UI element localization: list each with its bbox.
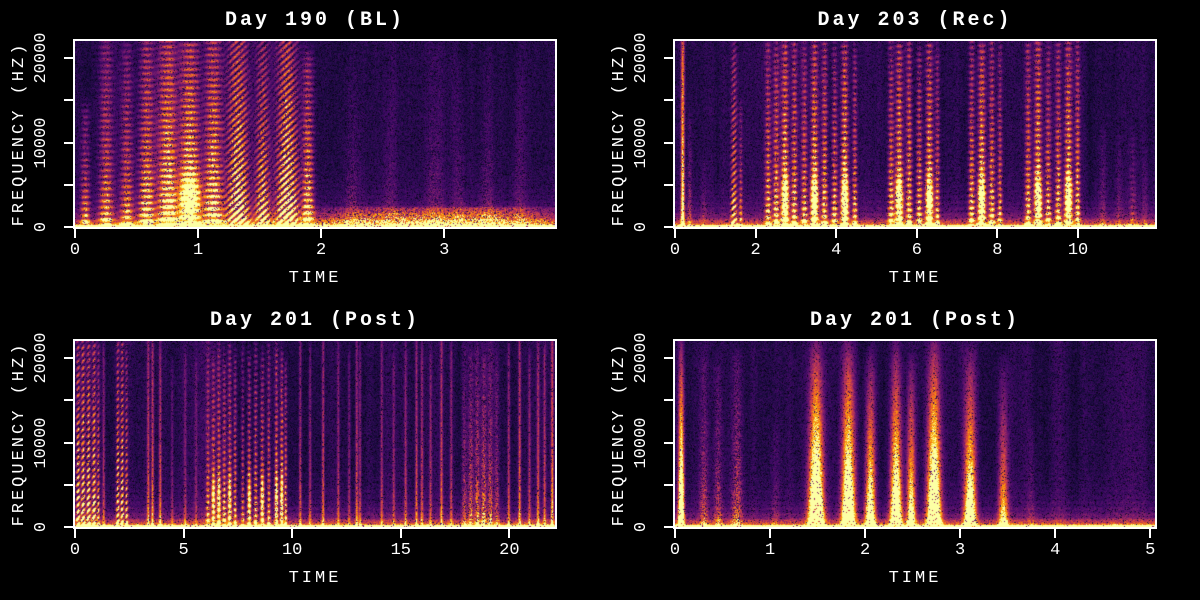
x-tick-label: 5: [1145, 541, 1156, 560]
y-tick-label: 20000: [32, 32, 51, 84]
y-tick-mark: [664, 399, 673, 402]
spectrogram-panel-day190-bl: Day 190 (BL) FREQUENCY (HZ) TIME 0 10000 2…: [0, 0, 600, 300]
panel-title: Day 190 (BL): [224, 9, 406, 32]
x-tick-label: 15: [390, 541, 411, 560]
x-tick-mark: [769, 529, 772, 538]
y-tick-label: 20000: [632, 32, 651, 84]
y-tick-mark: [664, 526, 673, 528]
spectrogram-plot: [73, 339, 557, 529]
y-tick-mark: [664, 141, 673, 144]
x-tick-label: 3: [955, 541, 966, 560]
y-axis-label: FREQUENCY (HZ): [610, 341, 629, 527]
spectrogram-canvas: [675, 341, 1155, 527]
y-tick-mark: [664, 226, 673, 228]
x-tick-label: 4: [831, 241, 842, 260]
y-axis-label: FREQUENCY (HZ): [10, 41, 29, 227]
y-tick-mark: [64, 141, 73, 144]
y-axis-label: FREQUENCY (HZ): [610, 41, 629, 227]
y-tick-mark: [64, 183, 73, 186]
spectrogram-plot: [673, 339, 1157, 529]
spectrogram-panel-day201-post-right: Day 201 (Post) FREQUENCY (HZ) TIME 0 1000…: [600, 300, 1200, 600]
y-tick-mark: [664, 57, 673, 60]
spectrogram-plot: [73, 39, 557, 229]
x-tick-mark: [1149, 529, 1152, 538]
x-tick-label: 3: [439, 241, 450, 260]
x-tick-label: 6: [911, 241, 922, 260]
y-tick-mark: [64, 441, 73, 444]
x-tick-label: 10: [1067, 241, 1089, 260]
x-tick-label: 0: [69, 541, 81, 560]
x-tick-label: 20: [499, 541, 520, 560]
y-tick-mark: [64, 357, 73, 360]
y-tick-mark: [664, 357, 673, 360]
spectrogram-plot: [673, 39, 1157, 229]
spectrogram-canvas: [75, 41, 555, 227]
x-tick-label: 1: [764, 541, 776, 560]
y-tick-mark: [664, 483, 673, 486]
x-tick-mark: [864, 529, 867, 538]
x-tick-mark: [320, 229, 323, 238]
y-tick-mark: [64, 483, 73, 486]
x-tick-mark: [754, 229, 757, 238]
spectrogram-canvas: [75, 341, 555, 527]
y-tick-mark: [64, 526, 73, 528]
x-axis-label: TIME: [888, 569, 942, 588]
x-tick-mark: [182, 529, 185, 538]
y-tick-mark: [664, 441, 673, 444]
x-axis-label: TIME: [288, 569, 342, 588]
x-tick-mark: [74, 529, 76, 538]
spectrogram-panel-day201-post-left: Day 201 (Post) FREQUENCY (HZ) TIME 0 1000…: [0, 300, 600, 600]
x-tick-label: 0: [669, 241, 681, 260]
x-tick-label: 0: [669, 541, 681, 560]
y-tick-mark: [664, 183, 673, 186]
y-tick-mark: [64, 57, 73, 60]
y-tick-label: 20000: [32, 332, 51, 384]
x-tick-label: 2: [859, 541, 871, 560]
x-axis-label: TIME: [288, 269, 342, 288]
spectrogram-panel-day203-rec: Day 203 (Rec) FREQUENCY (HZ) TIME 0 10000…: [600, 0, 1200, 300]
x-tick-mark: [399, 529, 402, 538]
y-tick-mark: [64, 399, 73, 402]
spectrogram-canvas: [675, 41, 1155, 227]
x-tick-label: 2: [316, 241, 327, 260]
y-tick-mark: [664, 99, 673, 102]
panel-title: Day 201 (Post): [209, 309, 421, 332]
x-tick-label: 10: [281, 541, 303, 560]
x-tick-mark: [197, 229, 200, 238]
x-tick-label: 1: [192, 241, 204, 260]
panel-title: Day 203 (Rec): [817, 9, 1013, 32]
x-tick-mark: [996, 229, 999, 238]
y-tick-mark: [64, 226, 73, 228]
x-tick-mark: [674, 529, 676, 538]
x-tick-mark: [959, 529, 962, 538]
x-tick-label: 2: [750, 241, 761, 260]
x-tick-mark: [1077, 229, 1080, 238]
x-tick-label: 8: [992, 241, 1003, 260]
x-tick-mark: [74, 229, 76, 238]
x-tick-label: 4: [1050, 541, 1061, 560]
panel-title: Day 201 (Post): [809, 309, 1021, 332]
x-tick-label: 5: [178, 541, 189, 560]
x-tick-label: 0: [69, 241, 81, 260]
x-tick-mark: [508, 529, 511, 538]
y-axis-label: FREQUENCY (HZ): [10, 341, 29, 527]
x-tick-mark: [915, 229, 918, 238]
y-tick-mark: [64, 99, 73, 102]
x-tick-mark: [1054, 529, 1057, 538]
x-tick-mark: [674, 229, 676, 238]
x-tick-mark: [291, 529, 294, 538]
y-tick-label: 20000: [632, 332, 651, 384]
x-axis-label: TIME: [888, 269, 942, 288]
x-tick-mark: [835, 229, 838, 238]
x-tick-mark: [443, 229, 446, 238]
